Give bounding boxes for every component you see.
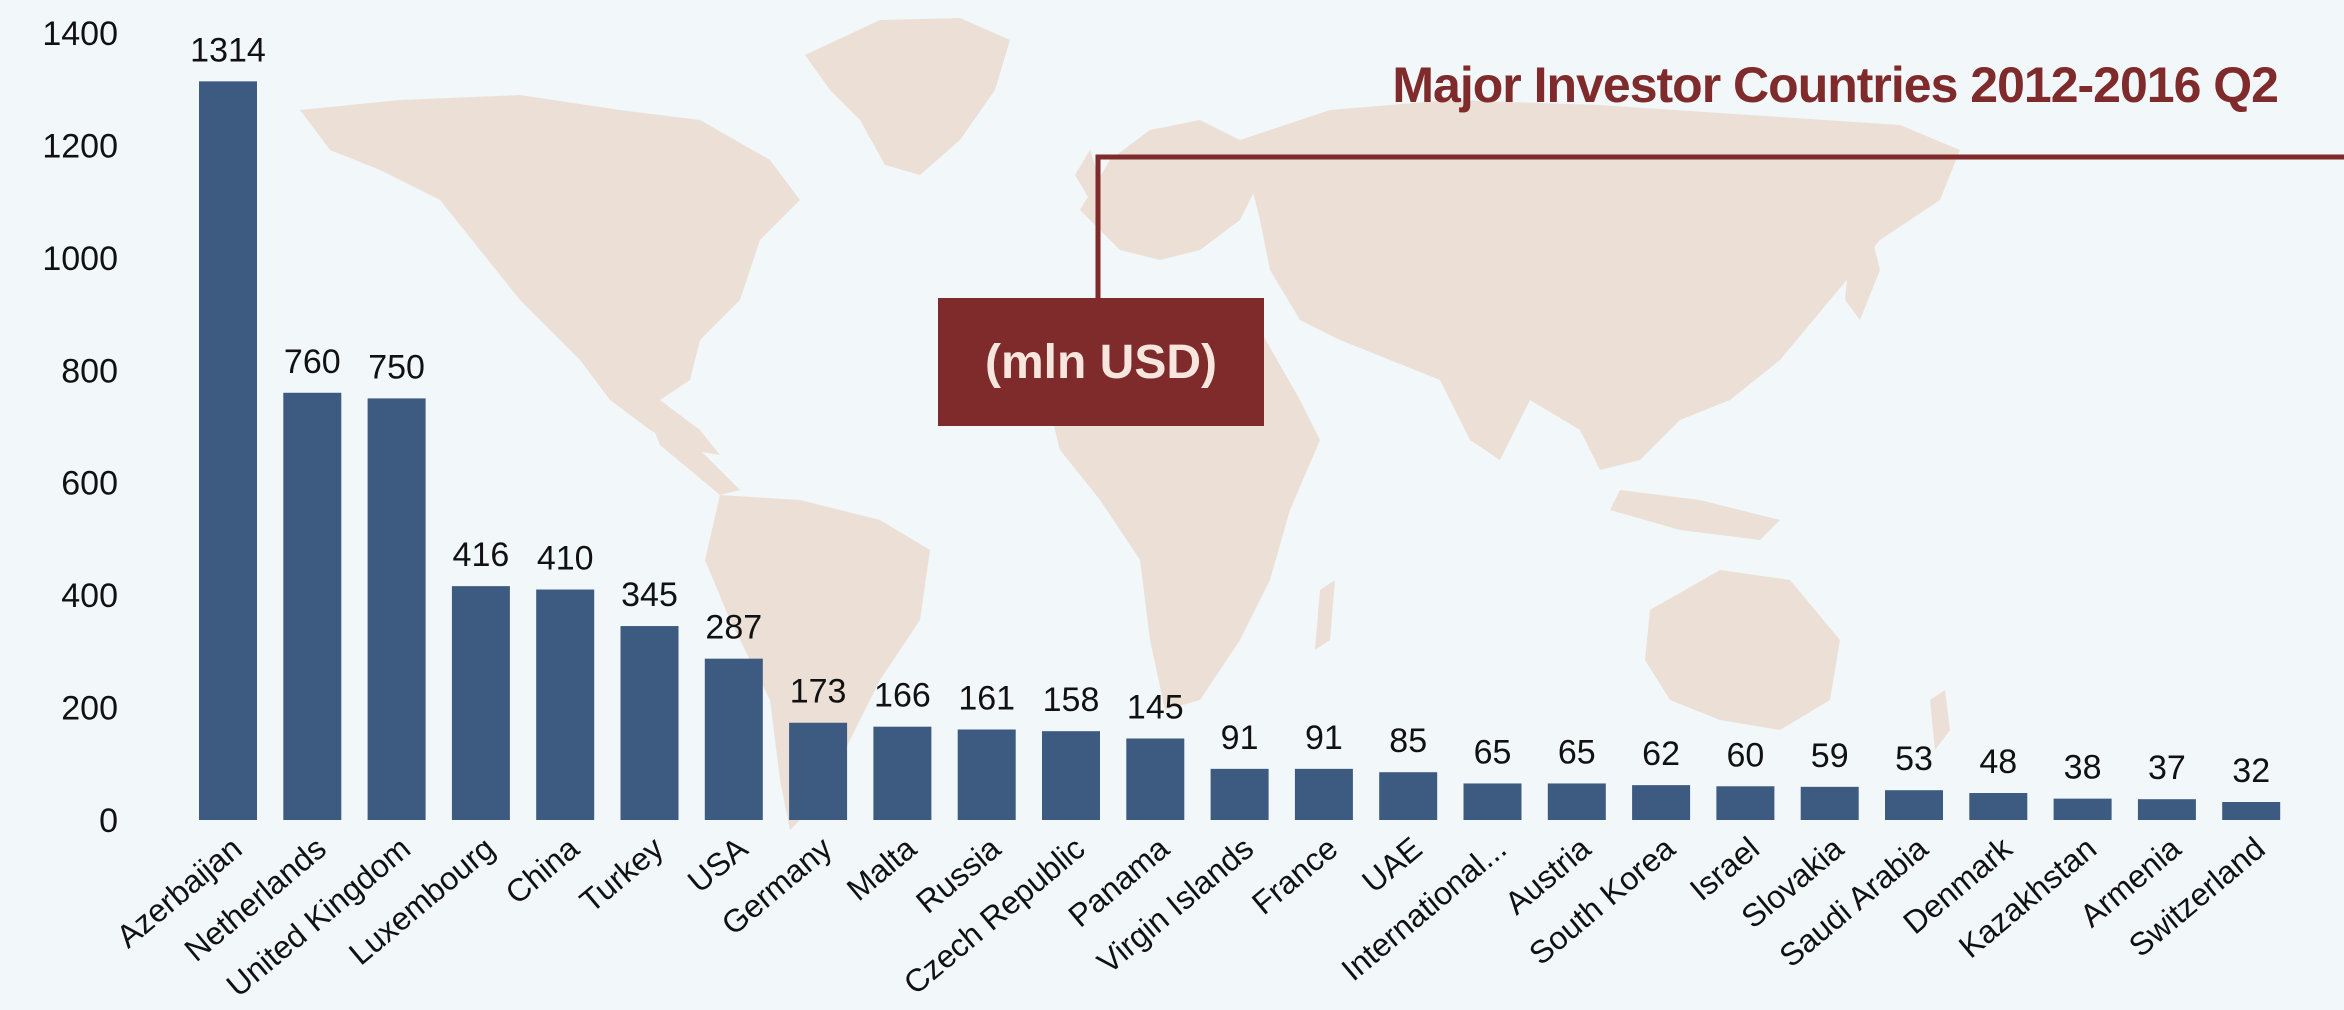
data-label: 345 — [621, 576, 678, 614]
y-tick-label: 1400 — [42, 15, 118, 53]
y-axis: 0 200 400 600 800 1000 1200 1400 — [42, 15, 118, 840]
y-tick-label: 200 — [61, 690, 118, 728]
bar-uae — [1379, 772, 1438, 820]
bar-malta — [873, 726, 932, 820]
x-tick-label: China — [499, 830, 586, 911]
bar-turkey — [620, 626, 679, 820]
connector-line — [1095, 154, 2344, 298]
unit-label-text: (mln USD) — [985, 335, 1217, 389]
y-tick-label: 0 — [99, 802, 118, 840]
y-tick-label: 400 — [61, 577, 118, 615]
bar-denmark — [1969, 793, 2028, 820]
data-label: 161 — [958, 679, 1015, 717]
bar-switzerland — [2222, 802, 2281, 820]
bar-azerbaijan — [199, 81, 257, 820]
data-label: 158 — [1043, 681, 1100, 719]
bar-russia — [957, 729, 1016, 820]
bar-virgin-islands — [1210, 768, 1269, 820]
data-label: 91 — [1221, 719, 1259, 757]
data-label: 416 — [453, 536, 510, 574]
bar-international — [1463, 783, 1522, 820]
bar-netherlands — [283, 392, 342, 820]
bar-czech-republic — [1042, 731, 1100, 820]
data-label: 32 — [2232, 752, 2270, 790]
bar-armenia — [2137, 799, 2196, 820]
bar-south-korea — [1632, 785, 1691, 820]
bar-usa — [704, 658, 763, 820]
value-labels: 1314 760 750 416 410 345 287 173 166 161 158 145 91 9… — [190, 31, 2270, 790]
bars — [199, 81, 2281, 820]
data-label: 53 — [1895, 740, 1933, 778]
data-label: 287 — [705, 609, 762, 647]
bar-israel — [1716, 786, 1775, 820]
data-label: 145 — [1127, 688, 1184, 726]
bar-saudi-arabia — [1885, 790, 1943, 820]
x-tick-label: Turkey — [573, 830, 670, 920]
data-label: 62 — [1642, 735, 1680, 773]
data-label: 760 — [284, 343, 341, 381]
data-label: 38 — [2064, 749, 2102, 787]
bar-united-kingdom — [367, 398, 426, 820]
data-label: 173 — [790, 673, 847, 711]
x-tick-label: France — [1245, 830, 1344, 922]
data-label: 750 — [368, 348, 425, 386]
data-label: 65 — [1558, 733, 1596, 771]
data-label: 60 — [1726, 736, 1764, 774]
y-tick-label: 600 — [61, 465, 118, 503]
data-label: 59 — [1811, 737, 1849, 775]
bar-luxembourg — [451, 586, 510, 820]
bar-slovakia — [1800, 786, 1859, 820]
bar-panama — [1126, 738, 1185, 820]
data-label: 65 — [1474, 733, 1512, 771]
x-tick-label: Malta — [840, 830, 923, 908]
chart-title: Major Investor Countries 2012-2016 Q2 — [1392, 57, 2279, 113]
bar-kazakhstan — [2053, 798, 2112, 820]
y-tick-label: 1000 — [42, 240, 118, 278]
x-tick-label: Luxembourg — [342, 830, 501, 972]
bar-austria — [1547, 783, 1606, 820]
data-label: 410 — [537, 540, 594, 578]
bar-china — [536, 589, 595, 820]
unit-label: (mln USD) — [938, 298, 1264, 426]
bar-france — [1294, 768, 1353, 820]
data-label: 48 — [1979, 743, 2017, 781]
data-label: 37 — [2148, 749, 2186, 787]
data-label: 91 — [1305, 719, 1343, 757]
bar-germany — [789, 722, 848, 820]
x-tick-label: South Korea — [1522, 830, 1682, 972]
y-tick-label: 800 — [61, 352, 118, 390]
data-label: 1314 — [190, 31, 266, 69]
data-label: 85 — [1389, 722, 1427, 760]
data-label: 166 — [874, 677, 931, 715]
y-tick-label: 1200 — [42, 127, 118, 165]
